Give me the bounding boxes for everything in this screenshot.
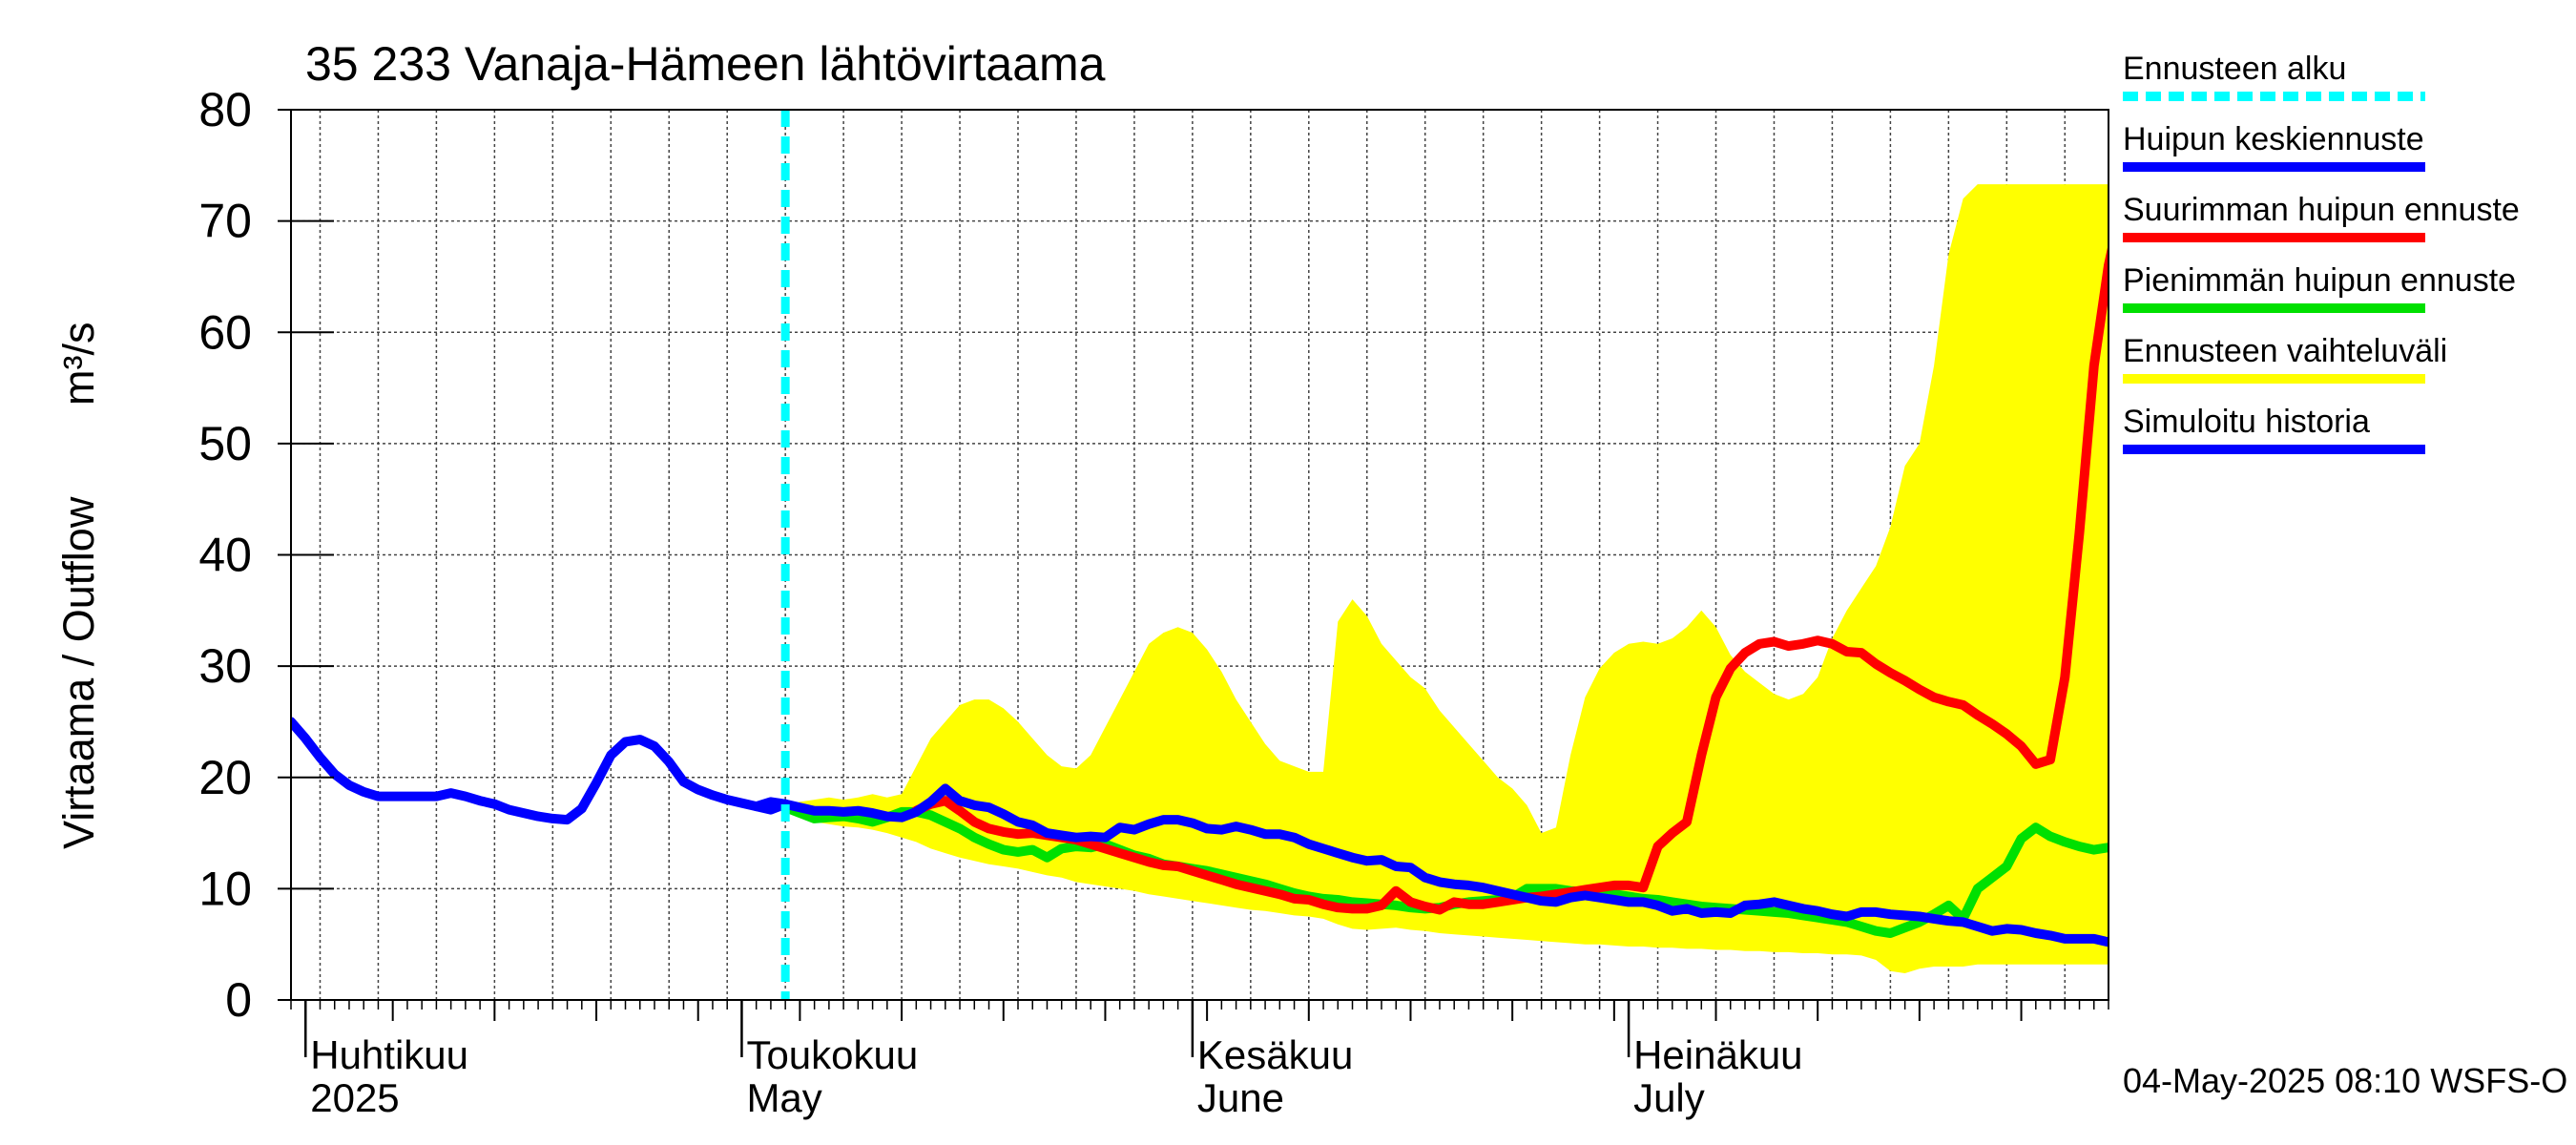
- x-month-sublabel: July: [1633, 1075, 1705, 1120]
- x-month-sublabel: 2025: [310, 1075, 399, 1120]
- legend-label: Ennusteen vaihteluväli: [2123, 333, 2447, 369]
- y-tick-label: 80: [198, 83, 252, 136]
- legend-label: Pienimmän huipun ennuste: [2123, 262, 2516, 299]
- legend-label: Simuloitu historia: [2123, 404, 2370, 440]
- x-month-label: Huhtikuu: [310, 1032, 468, 1077]
- x-month-sublabel: May: [746, 1075, 821, 1120]
- y-tick-label: 30: [198, 639, 252, 693]
- y-axis-unit: m³/s: [54, 323, 103, 406]
- history-line: [291, 717, 791, 825]
- y-tick-label: 0: [225, 973, 252, 1027]
- y-tick-label: 40: [198, 529, 252, 582]
- forecast-range-band: [785, 184, 2109, 973]
- chart-title: 35 233 Vanaja-Hämeen lähtövirtaama: [305, 37, 1106, 91]
- y-tick-label: 60: [198, 305, 252, 359]
- forecast-range: [785, 184, 2109, 973]
- y-tick-label: 20: [198, 751, 252, 804]
- x-month-label: Kesäkuu: [1197, 1032, 1353, 1077]
- x-month-label: Toukokuu: [746, 1032, 918, 1077]
- mean-forecast-line: [751, 783, 2109, 947]
- legend-label: Suurimman huipun ennuste: [2123, 192, 2520, 228]
- x-month-sublabel: June: [1197, 1075, 1284, 1120]
- legend-label: Huipun keskiennuste: [2123, 121, 2424, 157]
- y-tick-label: 70: [198, 195, 252, 248]
- y-tick-label: 10: [198, 862, 252, 915]
- footer-timestamp: 04-May-2025 08:10 WSFS-O: [2123, 1061, 2567, 1100]
- y-axis-label: Virtaama / Outflow: [54, 496, 103, 849]
- series-lines: [291, 242, 2109, 947]
- legend: Ennusteen alku Huipun keskiennuste Suurimm…: [2123, 51, 2520, 454]
- y-tick-label: 50: [198, 417, 252, 470]
- x-month-label: Heinäkuu: [1633, 1032, 1802, 1077]
- legend-label: Ennusteen alku: [2123, 51, 2346, 87]
